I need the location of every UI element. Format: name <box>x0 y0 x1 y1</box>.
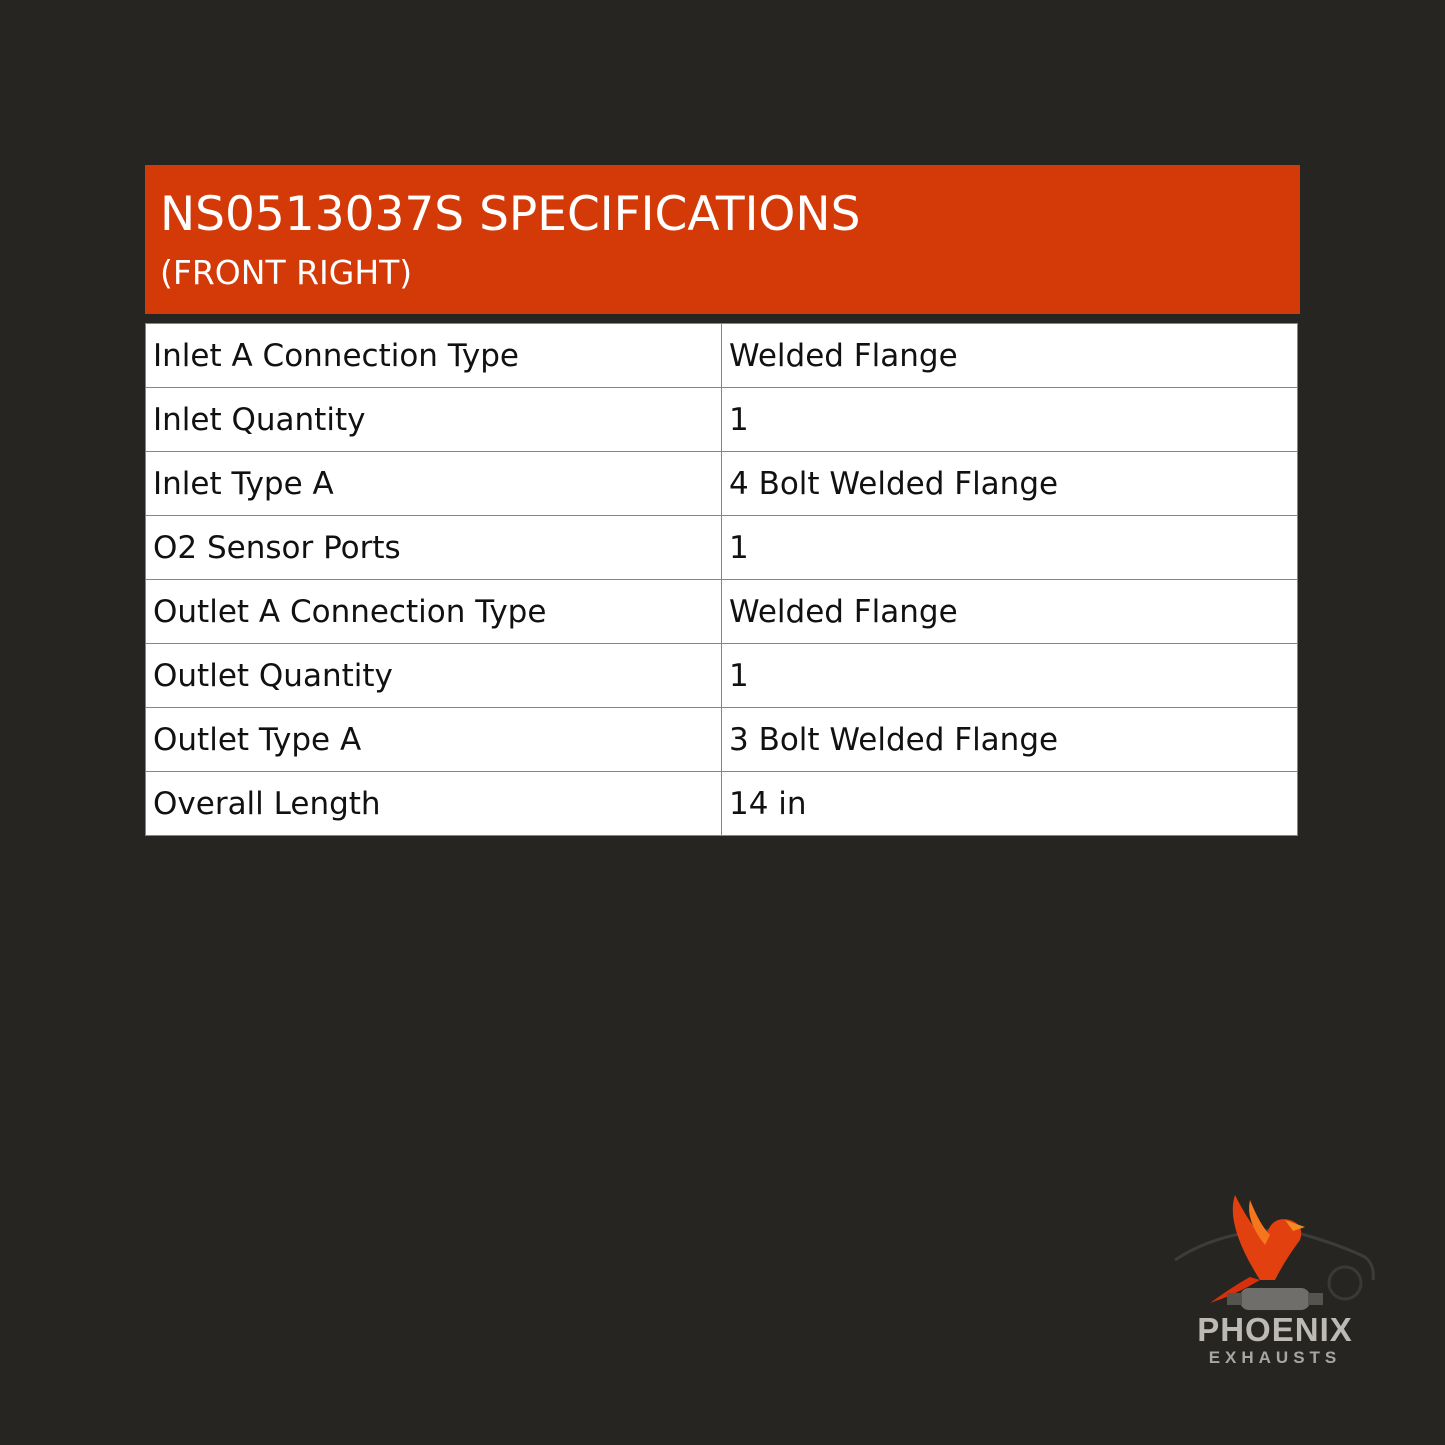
spec-value: 1 <box>721 387 1298 452</box>
spec-table: Inlet A Connection Type Welded Flange Inle… <box>145 323 1298 836</box>
page-title: NS0513037S SPECIFICATIONS <box>160 187 861 242</box>
brand-logo: PHOENIX EXHAUSTS <box>1165 1185 1385 1370</box>
table-row: Overall Length 14 in <box>145 771 1298 836</box>
spec-value: 14 in <box>721 771 1298 836</box>
spec-label: Outlet Type A <box>145 707 722 772</box>
spec-label: Outlet Quantity <box>145 643 722 708</box>
spec-label: O2 Sensor Ports <box>145 515 722 580</box>
spec-value: 1 <box>721 515 1298 580</box>
brand-tagline: EXHAUSTS <box>1208 1348 1342 1367</box>
spec-label: Inlet A Connection Type <box>145 323 722 388</box>
spec-value: Welded Flange <box>721 323 1298 388</box>
table-row: Outlet Quantity 1 <box>145 643 1298 708</box>
spec-label: Overall Length <box>145 771 722 836</box>
spec-value: 4 Bolt Welded Flange <box>721 451 1298 516</box>
table-row: Inlet Quantity 1 <box>145 387 1298 452</box>
spec-value: 3 Bolt Welded Flange <box>721 707 1298 772</box>
table-row: O2 Sensor Ports 1 <box>145 515 1298 580</box>
brand-name: PHOENIX <box>1197 1311 1353 1348</box>
page-subtitle: (FRONT RIGHT) <box>160 253 413 292</box>
table-row: Inlet A Connection Type Welded Flange <box>145 323 1298 388</box>
spec-header: NS0513037S SPECIFICATIONS (FRONT RIGHT) <box>145 165 1300 314</box>
table-row: Outlet A Connection Type Welded Flange <box>145 579 1298 644</box>
spec-value: 1 <box>721 643 1298 708</box>
spec-label: Inlet Quantity <box>145 387 722 452</box>
spec-label: Outlet A Connection Type <box>145 579 722 644</box>
spec-value: Welded Flange <box>721 579 1298 644</box>
phoenix-logo-icon <box>1174 1195 1375 1310</box>
spec-label: Inlet Type A <box>145 451 722 516</box>
